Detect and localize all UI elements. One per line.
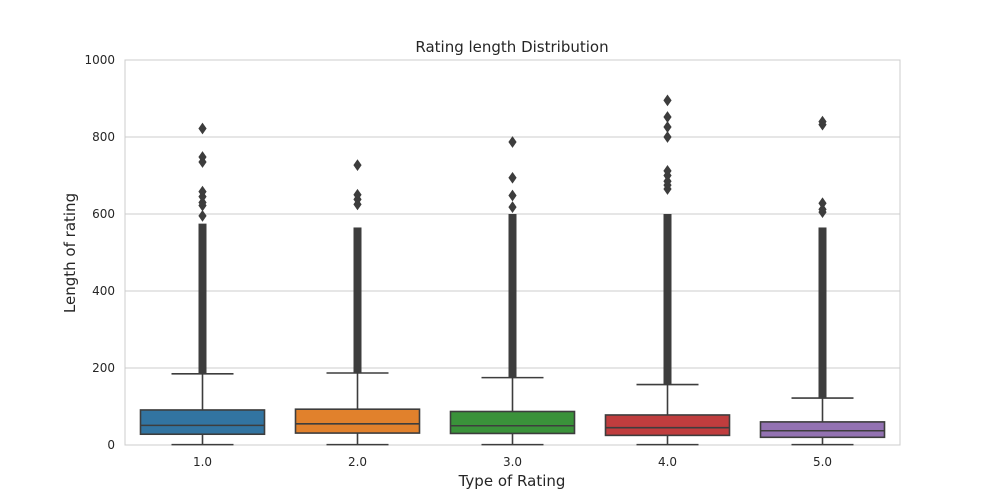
outlier-point (663, 111, 672, 123)
x-tick-labels: 1.0 2.0 3.0 4.0 5.0 (193, 455, 832, 469)
x-tick-label-2.0: 2.0 (348, 455, 367, 469)
y-axis-label: Length of rating (61, 193, 79, 313)
outlier-point (818, 115, 827, 128)
box-group-5.0 (759, 115, 886, 446)
x-tick-label-3.0: 3.0 (503, 455, 522, 469)
x-tick-label-1.0: 1.0 (193, 455, 212, 469)
outlier-point (818, 197, 827, 210)
x-axis-label: Type of Rating (458, 472, 566, 490)
outlier-point (663, 94, 672, 107)
box-iqr (759, 421, 886, 439)
outlier-point (198, 185, 207, 198)
box-iqr (604, 414, 731, 437)
dense-outliers-band (198, 223, 207, 374)
outlier-point (198, 210, 207, 222)
box-iqr (449, 410, 576, 435)
outlier-point (663, 131, 672, 143)
box-group-1.0 (139, 122, 266, 446)
chart-title: Rating length Distribution (415, 38, 608, 56)
dense-outliers-band (818, 227, 827, 399)
y-tick-label-600: 600 (92, 207, 115, 221)
outlier-point (353, 159, 362, 171)
box-group-2.0 (294, 159, 421, 446)
outlier-point (663, 121, 672, 133)
y-tick-label-1000: 1000 (84, 53, 115, 67)
outlier-point (508, 171, 517, 184)
outlier-point (818, 203, 827, 216)
dense-outliers-band (508, 214, 517, 378)
outlier-point (508, 201, 517, 213)
box-group-3.0 (449, 136, 576, 446)
outlier-point (198, 122, 207, 135)
box-group-4.0 (604, 94, 731, 446)
y-tick-label-800: 800 (92, 130, 115, 144)
x-tick-label-4.0: 4.0 (658, 455, 677, 469)
outlier-point (508, 136, 517, 148)
outlier-point (198, 151, 207, 163)
x-tick-label-5.0: 5.0 (813, 455, 832, 469)
boxes-layer (139, 94, 886, 446)
box-iqr (139, 409, 266, 436)
y-tick-label-0: 0 (107, 438, 115, 452)
dense-outliers-band (353, 227, 362, 374)
y-tick-label-200: 200 (92, 361, 115, 375)
dense-outliers-band (663, 214, 672, 385)
outlier-point (663, 165, 672, 177)
y-tick-labels: 0 200 400 600 800 1000 (84, 53, 115, 452)
outlier-point (508, 189, 517, 202)
y-tick-label-400: 400 (92, 284, 115, 298)
outlier-point (353, 188, 362, 201)
box-iqr (294, 408, 421, 434)
